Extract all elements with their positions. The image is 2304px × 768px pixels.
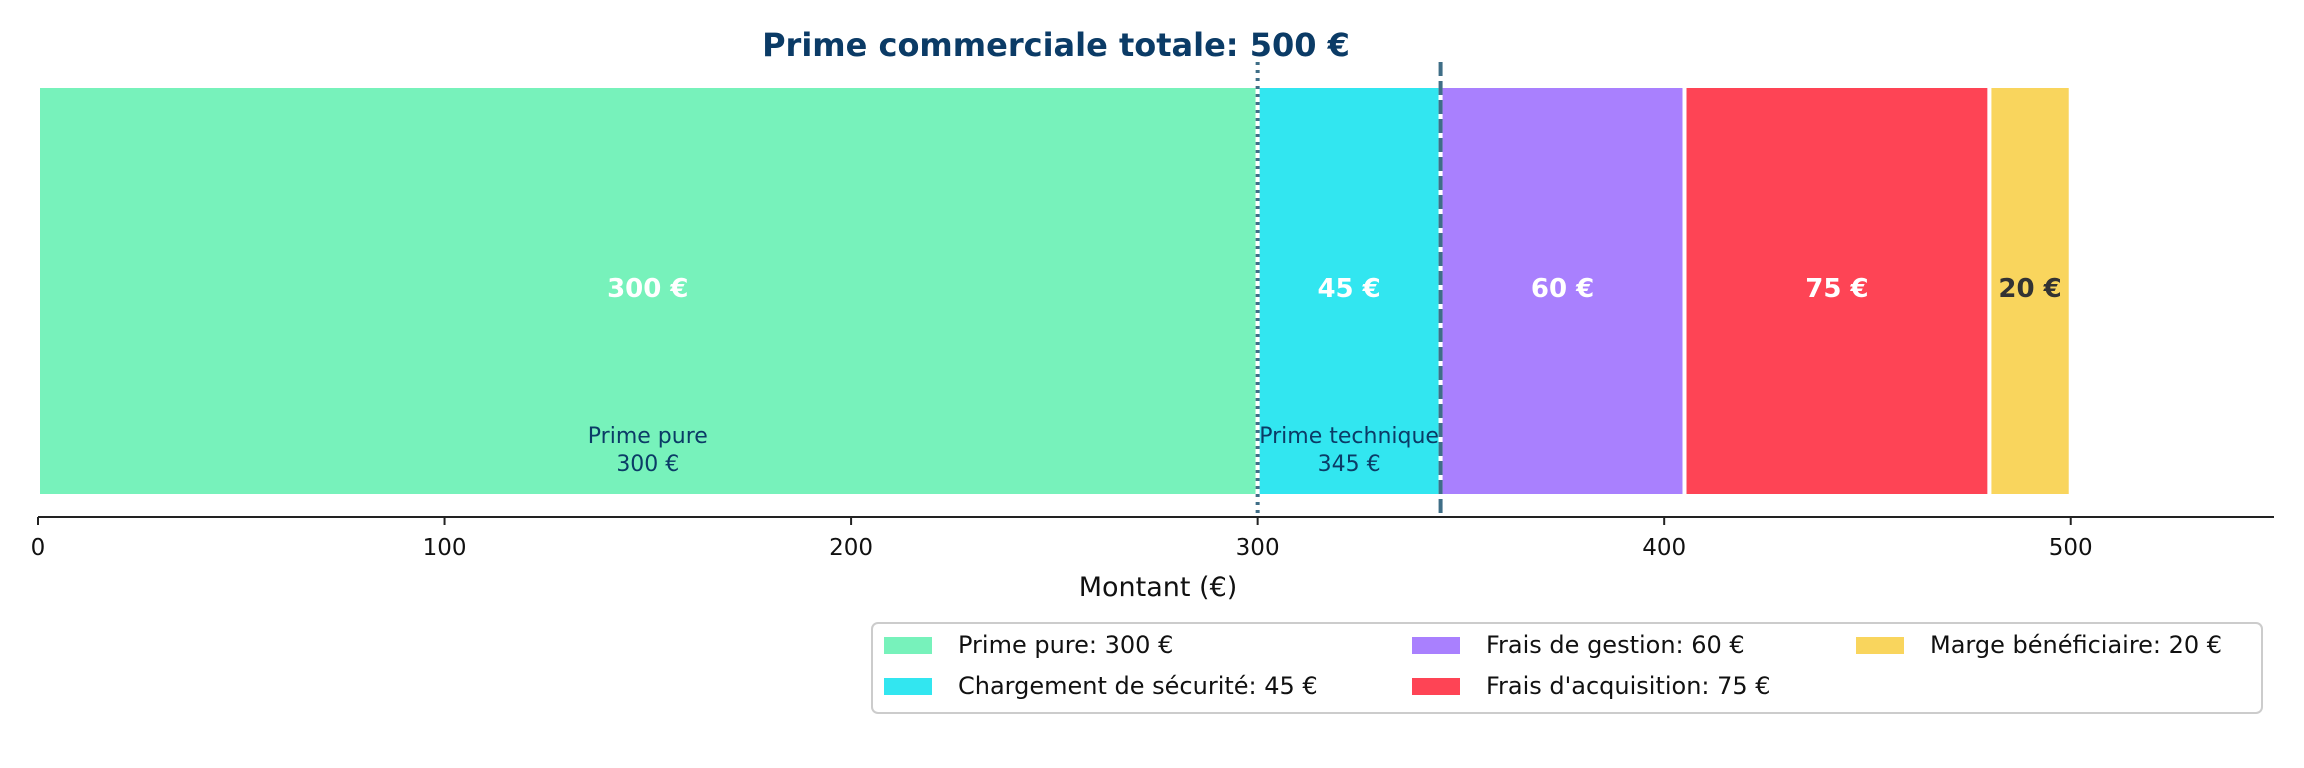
- bar-value-label: 45 €: [1317, 274, 1380, 304]
- bar-frais-d-acquisition: [1682, 84, 1992, 498]
- annotation-value: 300 €: [616, 452, 679, 477]
- legend-entry: Chargement de sécurité: 45 €: [958, 672, 1318, 700]
- annotation-value: 345 €: [1318, 452, 1381, 477]
- bar-value-label: 60 €: [1531, 274, 1594, 304]
- x-tick-label: 300: [1236, 535, 1280, 561]
- legend-swatch-frais-de-gestion: [1412, 637, 1460, 654]
- bar-marge-beneficiaire: [1987, 84, 2073, 498]
- bar-value-label: 300 €: [607, 274, 688, 304]
- bar-frais-de-gestion: [1438, 84, 1687, 498]
- bar-chargement-de-securite: [1255, 84, 1443, 498]
- legend-entry: Frais de gestion: 60 €: [1486, 631, 1745, 659]
- bar-value-label: 75 €: [1805, 274, 1868, 304]
- x-axis: 0 100 200 300 400 500: [31, 516, 2274, 561]
- legend: Prime pure: 300 € Chargement de sécurité:…: [871, 622, 2263, 714]
- bar-segments: 300 € 45 € 60 € 75 € 20 €: [36, 84, 2073, 498]
- legend-entry: Prime pure: 300 €: [958, 631, 1173, 659]
- annotation-title: Prime technique: [1259, 424, 1439, 449]
- bar-value-label: 20 €: [1998, 274, 2061, 304]
- x-tick-label: 200: [829, 535, 873, 561]
- bar-prime-pure: [36, 84, 1260, 498]
- x-tick-label: 0: [31, 535, 46, 561]
- x-tick-label: 400: [1642, 535, 1686, 561]
- legend-entry: Marge bénéficiaire: 20 €: [1930, 631, 2222, 659]
- annotations: Prime pure 300 € Prime technique 345 €: [588, 62, 1443, 517]
- x-tick-label: 500: [2049, 535, 2093, 561]
- legend-entry: Frais d'acquisition: 75 €: [1486, 672, 1771, 700]
- x-tick-label: 100: [423, 535, 467, 561]
- annotation-title: Prime pure: [588, 424, 708, 449]
- legend-box: [871, 622, 2263, 714]
- legend-swatch-frais-d-acquisition: [1412, 678, 1460, 695]
- x-axis-label: Montant (€): [1079, 572, 1238, 603]
- legend-swatch-marge-beneficiaire: [1856, 637, 1904, 654]
- legend-swatch-chargement-de-securite: [884, 678, 932, 695]
- legend-swatch-prime-pure: [884, 637, 932, 654]
- chart-title: Prime commerciale totale: 500 €: [762, 26, 1350, 64]
